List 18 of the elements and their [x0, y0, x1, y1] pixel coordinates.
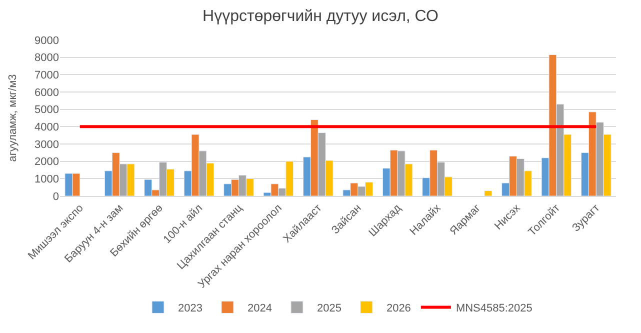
- y-tick-label: 9000: [34, 34, 59, 47]
- legend-label: 2025: [316, 302, 342, 315]
- y-tick-label: 5000: [34, 104, 59, 116]
- y-tick-label: 6000: [34, 86, 59, 99]
- bar: [484, 190, 492, 196]
- legend-label: 2026: [386, 302, 411, 315]
- y-axis-title: агууламж, мкг/м3: [7, 74, 20, 162]
- y-tick-label: 8000: [34, 52, 59, 64]
- chart-title: Нүүрстөрөгчийн дутуу исэл, СО: [202, 8, 438, 26]
- legend-label: MNS4585:2025: [456, 302, 532, 315]
- y-tick-label: 7000: [34, 70, 59, 82]
- y-tick-label: 0: [52, 190, 59, 203]
- legend-label: 2024: [247, 302, 272, 315]
- y-tick-label: 4000: [34, 122, 59, 134]
- legend-label: 2023: [178, 302, 202, 315]
- y-tick-label: 2000: [34, 156, 59, 168]
- y-tick-label: 1000: [34, 174, 59, 186]
- y-tick-label: 3000: [34, 138, 59, 151]
